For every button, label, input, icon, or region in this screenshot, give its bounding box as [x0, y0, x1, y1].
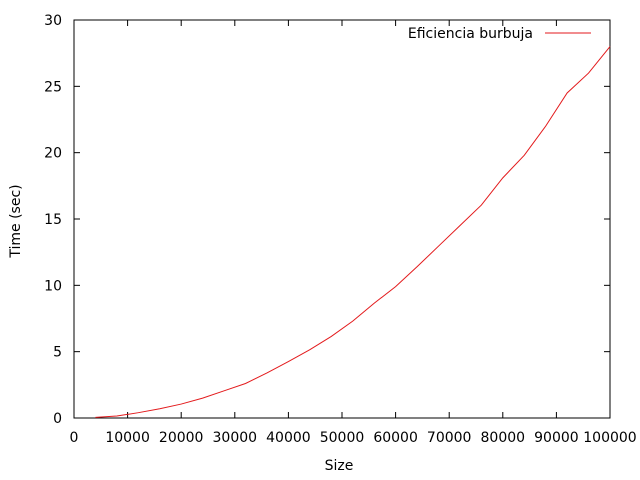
y-tick-label: 30 [44, 13, 62, 29]
plot-frame [73, 19, 611, 419]
y-axis: 0 5 10 15 20 25 30 [44, 13, 610, 427]
x-axis-label: Size [325, 458, 354, 474]
y-tick-label: 25 [44, 79, 62, 95]
x-tick-label: 30000 [213, 430, 258, 446]
legend-label: Eficiencia burbuja [408, 26, 533, 42]
x-tick-label: 50000 [320, 430, 365, 446]
series-line [95, 46, 611, 418]
y-tick-label: 0 [53, 411, 62, 427]
y-tick-label: 10 [44, 278, 62, 294]
x-tick-label: 0 [70, 430, 79, 446]
legend: Eficiencia burbuja [408, 26, 591, 42]
y-tick-label: 5 [53, 345, 62, 361]
x-tick-label: 60000 [373, 430, 418, 446]
x-tick-label: 80000 [481, 430, 526, 446]
series-group [95, 46, 611, 418]
x-tick-label: 40000 [266, 430, 311, 446]
y-tick-label: 20 [44, 146, 62, 162]
x-tick-label: 100000 [583, 430, 636, 446]
x-tick-label: 90000 [534, 430, 579, 446]
x-tick-label: 70000 [427, 430, 472, 446]
y-axis-label: Time (sec) [8, 184, 24, 258]
x-tick-label: 20000 [159, 430, 204, 446]
x-axis: 0 10000 20000 30000 40000 50000 60000 70000 8000… [70, 20, 637, 446]
y-tick-label: 15 [44, 212, 62, 228]
x-tick-label: 10000 [105, 430, 150, 446]
